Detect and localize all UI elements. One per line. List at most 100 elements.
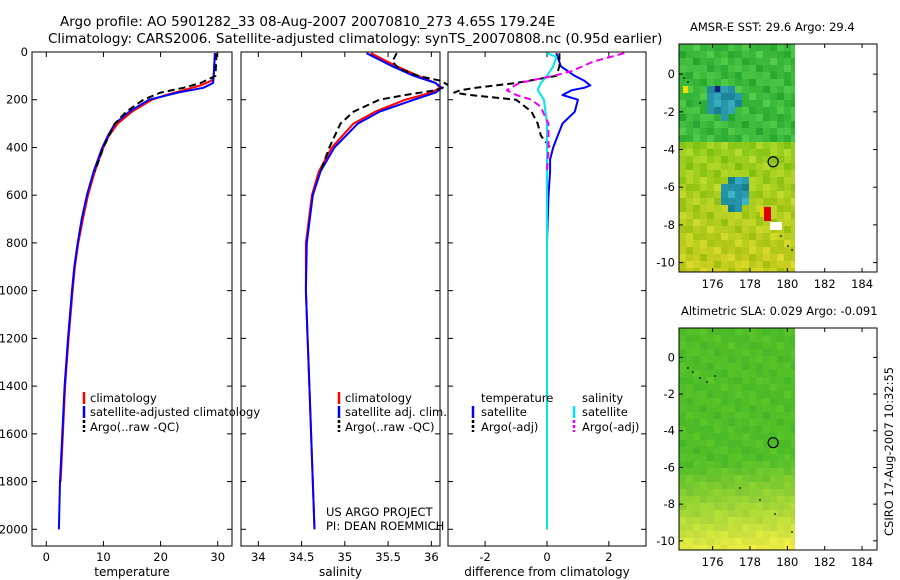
map-cell (770, 391, 777, 398)
map-cell (777, 468, 784, 475)
map-cell (679, 447, 686, 454)
map-cell (700, 198, 707, 205)
map-cell (679, 440, 686, 447)
map-cell (784, 233, 791, 240)
map-cell (791, 405, 795, 412)
map-cell (707, 447, 714, 454)
map-cell (791, 517, 795, 524)
map-cell (721, 93, 728, 100)
map-cell (721, 461, 728, 468)
map-cell (679, 545, 686, 550)
map-cell (728, 440, 735, 447)
map-cell (742, 219, 749, 226)
map-cell (742, 149, 749, 156)
map-cell (742, 142, 749, 149)
map-cell (749, 107, 756, 114)
map-cell (791, 454, 795, 461)
map-cell (784, 489, 791, 496)
map-cell (728, 58, 735, 65)
timestamp-label: CSIRO 17-Aug-2007 10:32:55 (882, 367, 896, 536)
map-cell (770, 240, 777, 247)
map-cell (791, 156, 795, 163)
map-cell (784, 212, 791, 219)
map-x-tick-label: 178 (739, 555, 761, 569)
map-cell (728, 482, 735, 489)
map-cell (777, 149, 784, 156)
map-cell (679, 377, 686, 384)
x-tick-label: 35 (338, 550, 353, 564)
map-cell (784, 149, 791, 156)
map-cell (763, 170, 770, 177)
map-cell (735, 114, 742, 121)
sla-map: Altimetric SLA: 0.029 Argo: -0.091 176 17… (656, 304, 877, 569)
map-cell (714, 496, 721, 503)
map-cell (679, 524, 686, 531)
map-cell (686, 461, 693, 468)
map-cell (707, 163, 714, 170)
map-cell (735, 128, 742, 135)
x-tick-label: 10 (96, 550, 111, 564)
map-cell (784, 142, 791, 149)
map-cell (721, 496, 728, 503)
map-cell (770, 356, 777, 363)
map-cell (735, 163, 742, 170)
map-y-tick-label: -6 (664, 460, 675, 474)
map-cell (714, 163, 721, 170)
map-cell (756, 524, 763, 531)
map-cell (777, 142, 784, 149)
map-cell (742, 384, 749, 391)
map-cell (784, 384, 791, 391)
map-cell (700, 163, 707, 170)
map-cell (714, 142, 721, 149)
map-cell (707, 342, 714, 349)
map-cell (791, 142, 795, 149)
map-cell (700, 170, 707, 177)
map-cell (742, 44, 749, 51)
map-cell (735, 142, 742, 149)
map-cell (700, 426, 707, 433)
map-cell (791, 100, 795, 107)
map-cell (721, 44, 728, 51)
map-cell (770, 156, 777, 163)
map-cell (770, 405, 777, 412)
map-cell (700, 342, 707, 349)
map-cell (714, 524, 721, 531)
map-cell (763, 496, 770, 503)
map-cell (721, 142, 728, 149)
map-cell (728, 391, 735, 398)
map-cell (756, 398, 763, 405)
map-cell (700, 454, 707, 461)
map-cell (728, 538, 735, 545)
map-cell (728, 531, 735, 538)
map-cell (784, 370, 791, 377)
map-cell (770, 254, 777, 261)
map-cell (686, 51, 693, 58)
map-cell (679, 58, 686, 65)
map-cell (763, 191, 770, 198)
map-cell (686, 226, 693, 233)
map-cell (749, 510, 756, 517)
map-cell (728, 79, 735, 86)
map-cell (728, 142, 735, 149)
y-tick-label: 1600 (0, 427, 28, 441)
map-cell (693, 510, 700, 517)
map-cell (700, 184, 707, 191)
map-cell (728, 72, 735, 79)
x-tick-label: 36 (424, 550, 439, 564)
map-cell (756, 240, 763, 247)
x-tick-label: -2 (479, 550, 490, 564)
map-cell (735, 135, 742, 142)
map-cell (742, 233, 749, 240)
map-cell (777, 426, 784, 433)
map-cell (735, 100, 742, 107)
map-cell (700, 226, 707, 233)
map-cell (763, 142, 770, 149)
map-cell (777, 510, 784, 517)
map-cell (784, 163, 791, 170)
map-cell (700, 545, 707, 550)
map-cell (784, 191, 791, 198)
map-cell (700, 135, 707, 142)
map-cell (707, 58, 714, 65)
map-cell (686, 128, 693, 135)
map-cell (700, 107, 707, 114)
